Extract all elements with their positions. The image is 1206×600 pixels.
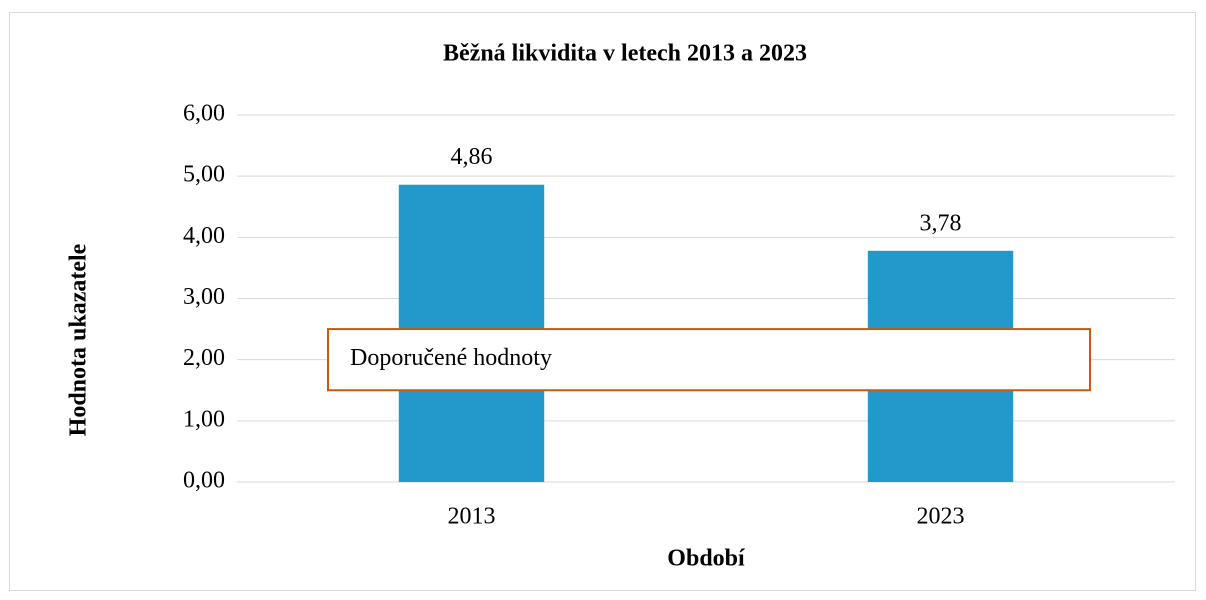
annotation-text: Doporučené hodnoty bbox=[350, 345, 552, 371]
value-label: 4,86 bbox=[451, 144, 493, 170]
y-axis-title: Hodnota ukazatele bbox=[66, 243, 92, 436]
value-label: 3,78 bbox=[920, 210, 962, 236]
y-tick-label: 2,00 bbox=[183, 345, 225, 371]
x-axis-title: Období bbox=[667, 546, 745, 572]
y-tick-label: 1,00 bbox=[183, 406, 225, 432]
y-tick-label: 5,00 bbox=[183, 162, 225, 188]
y-tick-label: 4,00 bbox=[183, 223, 225, 249]
recommended-range-box bbox=[327, 328, 1091, 392]
chart-title: Běžná likvidita v letech 2013 a 2023 bbox=[443, 41, 807, 67]
y-tick-label: 3,00 bbox=[183, 284, 225, 310]
x-tick-label: 2013 bbox=[448, 504, 496, 530]
x-tick-label: 2023 bbox=[917, 504, 965, 530]
y-tick-label: 0,00 bbox=[183, 468, 225, 494]
y-tick-label: 6,00 bbox=[183, 101, 225, 127]
